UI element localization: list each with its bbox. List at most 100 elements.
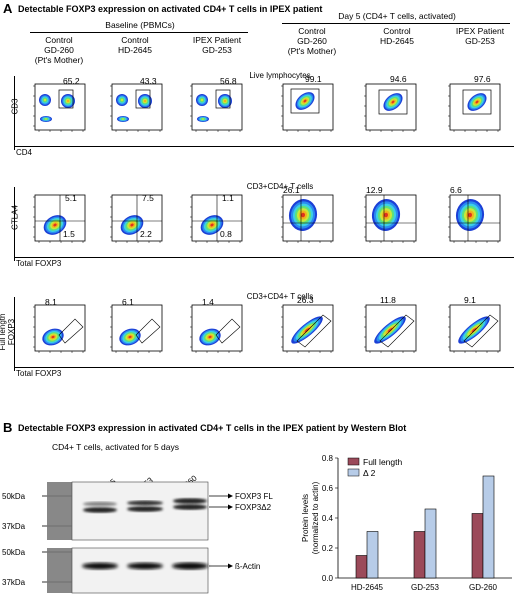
column-header-line: Control [121,35,149,45]
marker-50kda-bottom: 50kDa [2,548,26,557]
gate-value-r1-c3: 56.8 [220,76,237,86]
flow-plot-r3-c5 [364,304,417,353]
y-tick-label: 0.6 [322,484,334,493]
gate-value2-r2-c1: 1.5 [63,229,75,239]
y-tick-label: 0.4 [322,514,334,523]
gate-value-r1-c2: 43.3 [140,76,157,86]
bar-0-2 [471,513,484,579]
panel-a-letter: A [3,1,13,16]
column-header-line: GD-260 [297,36,327,46]
flow-plot-r1-c6 [448,83,501,132]
flow-plot-r1-c2 [110,83,163,132]
y-axis-label: Protein levels(normalized to actin) [301,481,320,554]
column-header-1: Control GD-260 (Pt's Mother) [24,35,94,65]
column-header-3: IPEX Patient GD-253 [182,35,252,55]
column-header-line: HD-2645 [117,45,153,55]
panel-b-letter: B [3,420,13,435]
marker-37kda-bottom: 37kDa [2,578,26,587]
band-label-actin: ß-Actin [235,562,260,571]
flow-plot-r1-c3 [190,83,243,132]
column-header-line: Control [45,35,73,45]
gate-value-r2-c4: 26.1 [283,185,300,195]
marker-50kda-top: 50kDa [2,492,26,501]
column-header-line: GD-253 [202,45,232,55]
flow-plot-r2-c5 [364,194,417,243]
foxp3-blot [47,481,209,541]
x-axis-arrow-3 [14,367,514,368]
marker-37kda-top: 37kDa [2,522,26,531]
gate-value-r1-c5: 94.6 [390,74,407,84]
flow-plot-r3-c2 [110,304,163,353]
column-header-line: IPEX Patient [455,26,505,36]
gate-value-r1-c6: 97.6 [474,74,491,84]
column-header-line: (Pt's Mother) [34,55,84,65]
gate-value-r2-c3: 1.1 [222,193,234,203]
column-header-2: Control HD-2645 [100,35,170,55]
x-tick-label: GD-260 [469,583,498,592]
flow-plot-r3-c3 [190,304,243,353]
legend-swatch [347,468,360,477]
group-baseline-line [30,32,248,33]
x-axis-arrow-1 [14,146,514,147]
bar-0-1 [413,531,426,579]
flow-plot-r2-c2 [110,194,163,243]
protein-bar-chart: 0.0 0.2 0.4 0.6 0.8 Protein levels(normalized… [290,448,518,595]
flow-plot-r3-c4 [281,304,334,353]
band-label-foxp3-d2: FOXP3Δ2 [235,503,272,512]
column-header-4: Control GD-260 (Pt's Mother) [277,26,347,56]
gate-value-r2-c5: 12.9 [366,185,383,195]
bar-1-1 [424,508,437,579]
gate-value-r3-c4: 26.3 [297,295,314,305]
gate-value-r1-c1: 65.2 [63,76,80,86]
flow-plot-r2-c6 [448,194,501,243]
panel-b-title: Detectable FOXP3 expression in activated… [18,423,407,433]
flow-plot-r2-c3 [190,194,243,243]
flow-plot-r1-c5 [364,83,417,132]
legend-swatch [347,457,360,466]
group-day5-line [282,23,510,24]
legend-label: Δ 2 [363,468,376,478]
flow-plot-r3-c1 [33,304,86,353]
section-label-1: Live lymphocytes [249,71,311,80]
gate-value-r3-c2: 6.1 [122,297,134,307]
y-axis-arrow-2 [14,187,15,261]
column-header-line: GD-260 [44,45,74,55]
panel-a-title: Detectable FOXP3 expression on activated… [18,4,323,14]
gate-value2-r2-c2: 2.2 [140,229,152,239]
gate-value2-r2-c3: 0.8 [220,229,232,239]
section-label-2: CD3+CD4+ T cells [246,182,314,191]
x-axis-label-2: Total FOXP3 [16,259,62,268]
x-axis-arrow-2 [14,257,514,258]
x-axis-label-3: Total FOXP3 [16,369,62,378]
group-day5-label: Day 5 (CD4+ T cells, activated) [338,11,456,21]
bar-1-2 [482,475,495,579]
y-axis-arrow-3 [14,297,15,371]
blot-subtitle: CD4+ T cells, activated for 5 days [52,442,180,452]
western-blot: HD-2645 GD-253 GD-260 50kDa 37kDa FOXP3 … [0,455,290,595]
y-tick-label: 0.8 [322,454,334,463]
column-header-6: IPEX Patient GD-253 [445,26,515,46]
group-baseline-label: Baseline (PBMCs) [105,20,175,30]
x-tick-label: GD-253 [411,583,440,592]
y-axis-arrow-1 [14,76,15,150]
gate-value-r3-c1: 8.1 [45,297,57,307]
bar-1-0 [366,531,379,579]
gate-value-r3-c3: 1.4 [202,297,214,307]
flow-plot-r2-c1 [33,194,86,243]
y-tick-label: 0.0 [322,574,334,583]
y-axis-label-2: CTLA4 [10,205,20,230]
gate-value-r2-c1: 5.1 [65,193,77,203]
x-tick-label: HD-2645 [351,583,384,592]
legend-label: Full length [363,457,402,467]
gate-value-r1-c4: 99.1 [305,74,322,84]
gate-value-r2-c6: 6.6 [450,185,462,195]
column-header-line: HD-2645 [379,36,415,46]
x-axis-label-1: CD4 [16,148,33,157]
column-header-line: Control [298,26,326,36]
gate-value-r3-c6: 9.1 [464,295,476,305]
gate-value-r2-c2: 7.5 [142,193,154,203]
column-header-5: Control HD-2645 [362,26,432,46]
actin-blot [47,547,209,594]
band-label-foxp3-fl: FOXP3 FL [235,492,273,501]
column-header-line: GD-253 [465,36,495,46]
